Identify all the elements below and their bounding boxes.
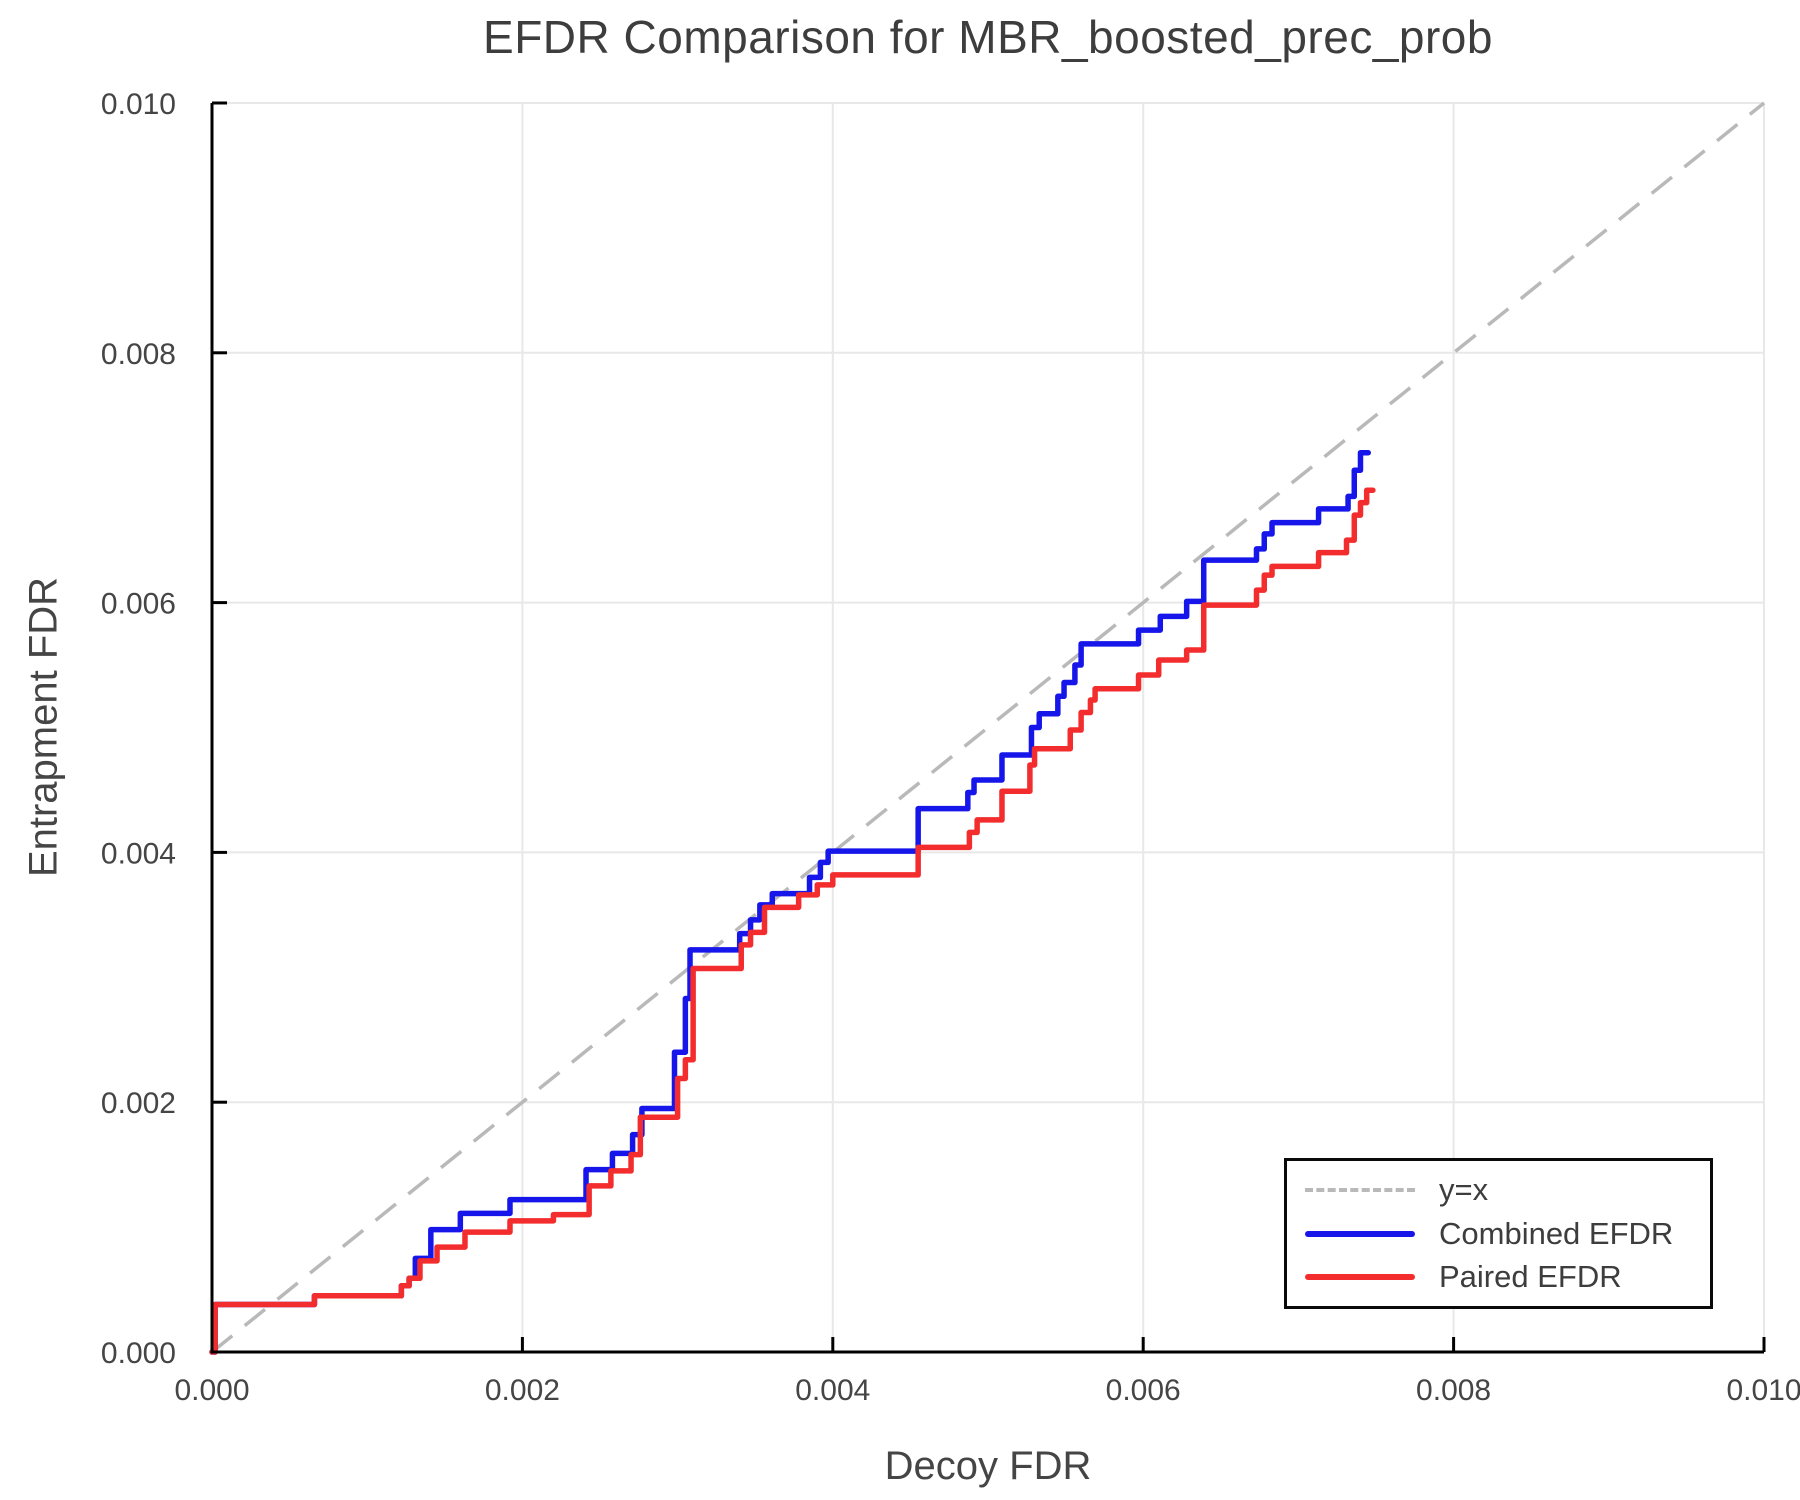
y-tick-label: 0.000: [101, 1337, 176, 1370]
x-tick-label: 0.002: [485, 1374, 560, 1407]
legend-swatch-dashed: [1305, 1187, 1415, 1192]
x-axis-label: Decoy FDR: [884, 1444, 1092, 1488]
y-axis-label: Entrapment FDR: [21, 576, 66, 878]
x-tick-label: 0.010: [1726, 1374, 1800, 1407]
legend-swatch-solid: [1305, 1230, 1415, 1237]
y-tick-label: 0.006: [101, 588, 176, 621]
legend-label: y=x: [1439, 1171, 1489, 1207]
legend-label: Paired EFDR: [1439, 1259, 1622, 1295]
y-tick-label: 0.002: [101, 1087, 176, 1120]
legend-row: Paired EFDR: [1287, 1258, 1710, 1296]
x-tick-label: 0.000: [174, 1374, 249, 1407]
legend: y=x Combined EFDR Paired EFDR: [1284, 1158, 1713, 1309]
x-tick-label: 0.004: [795, 1374, 870, 1407]
y-tick-label: 0.010: [101, 88, 176, 121]
legend-swatch-solid: [1305, 1274, 1415, 1281]
paired-efdr-line: [209, 487, 1376, 1355]
legend-label: Combined EFDR: [1439, 1215, 1674, 1251]
y-tick-label: 0.004: [101, 837, 176, 870]
identity-line: [210, 101, 1766, 1354]
y-tick-label: 0.008: [101, 338, 176, 371]
x-tick-label: 0.008: [1416, 1374, 1491, 1407]
legend-row: Combined EFDR: [1287, 1215, 1710, 1253]
combined-efdr-line: [209, 449, 1371, 1355]
legend-row: y=x: [1287, 1171, 1710, 1209]
x-tick-label: 0.006: [1106, 1374, 1181, 1407]
chart-title: EFDR Comparison for MBR_boosted_prec_pro…: [483, 11, 1493, 63]
